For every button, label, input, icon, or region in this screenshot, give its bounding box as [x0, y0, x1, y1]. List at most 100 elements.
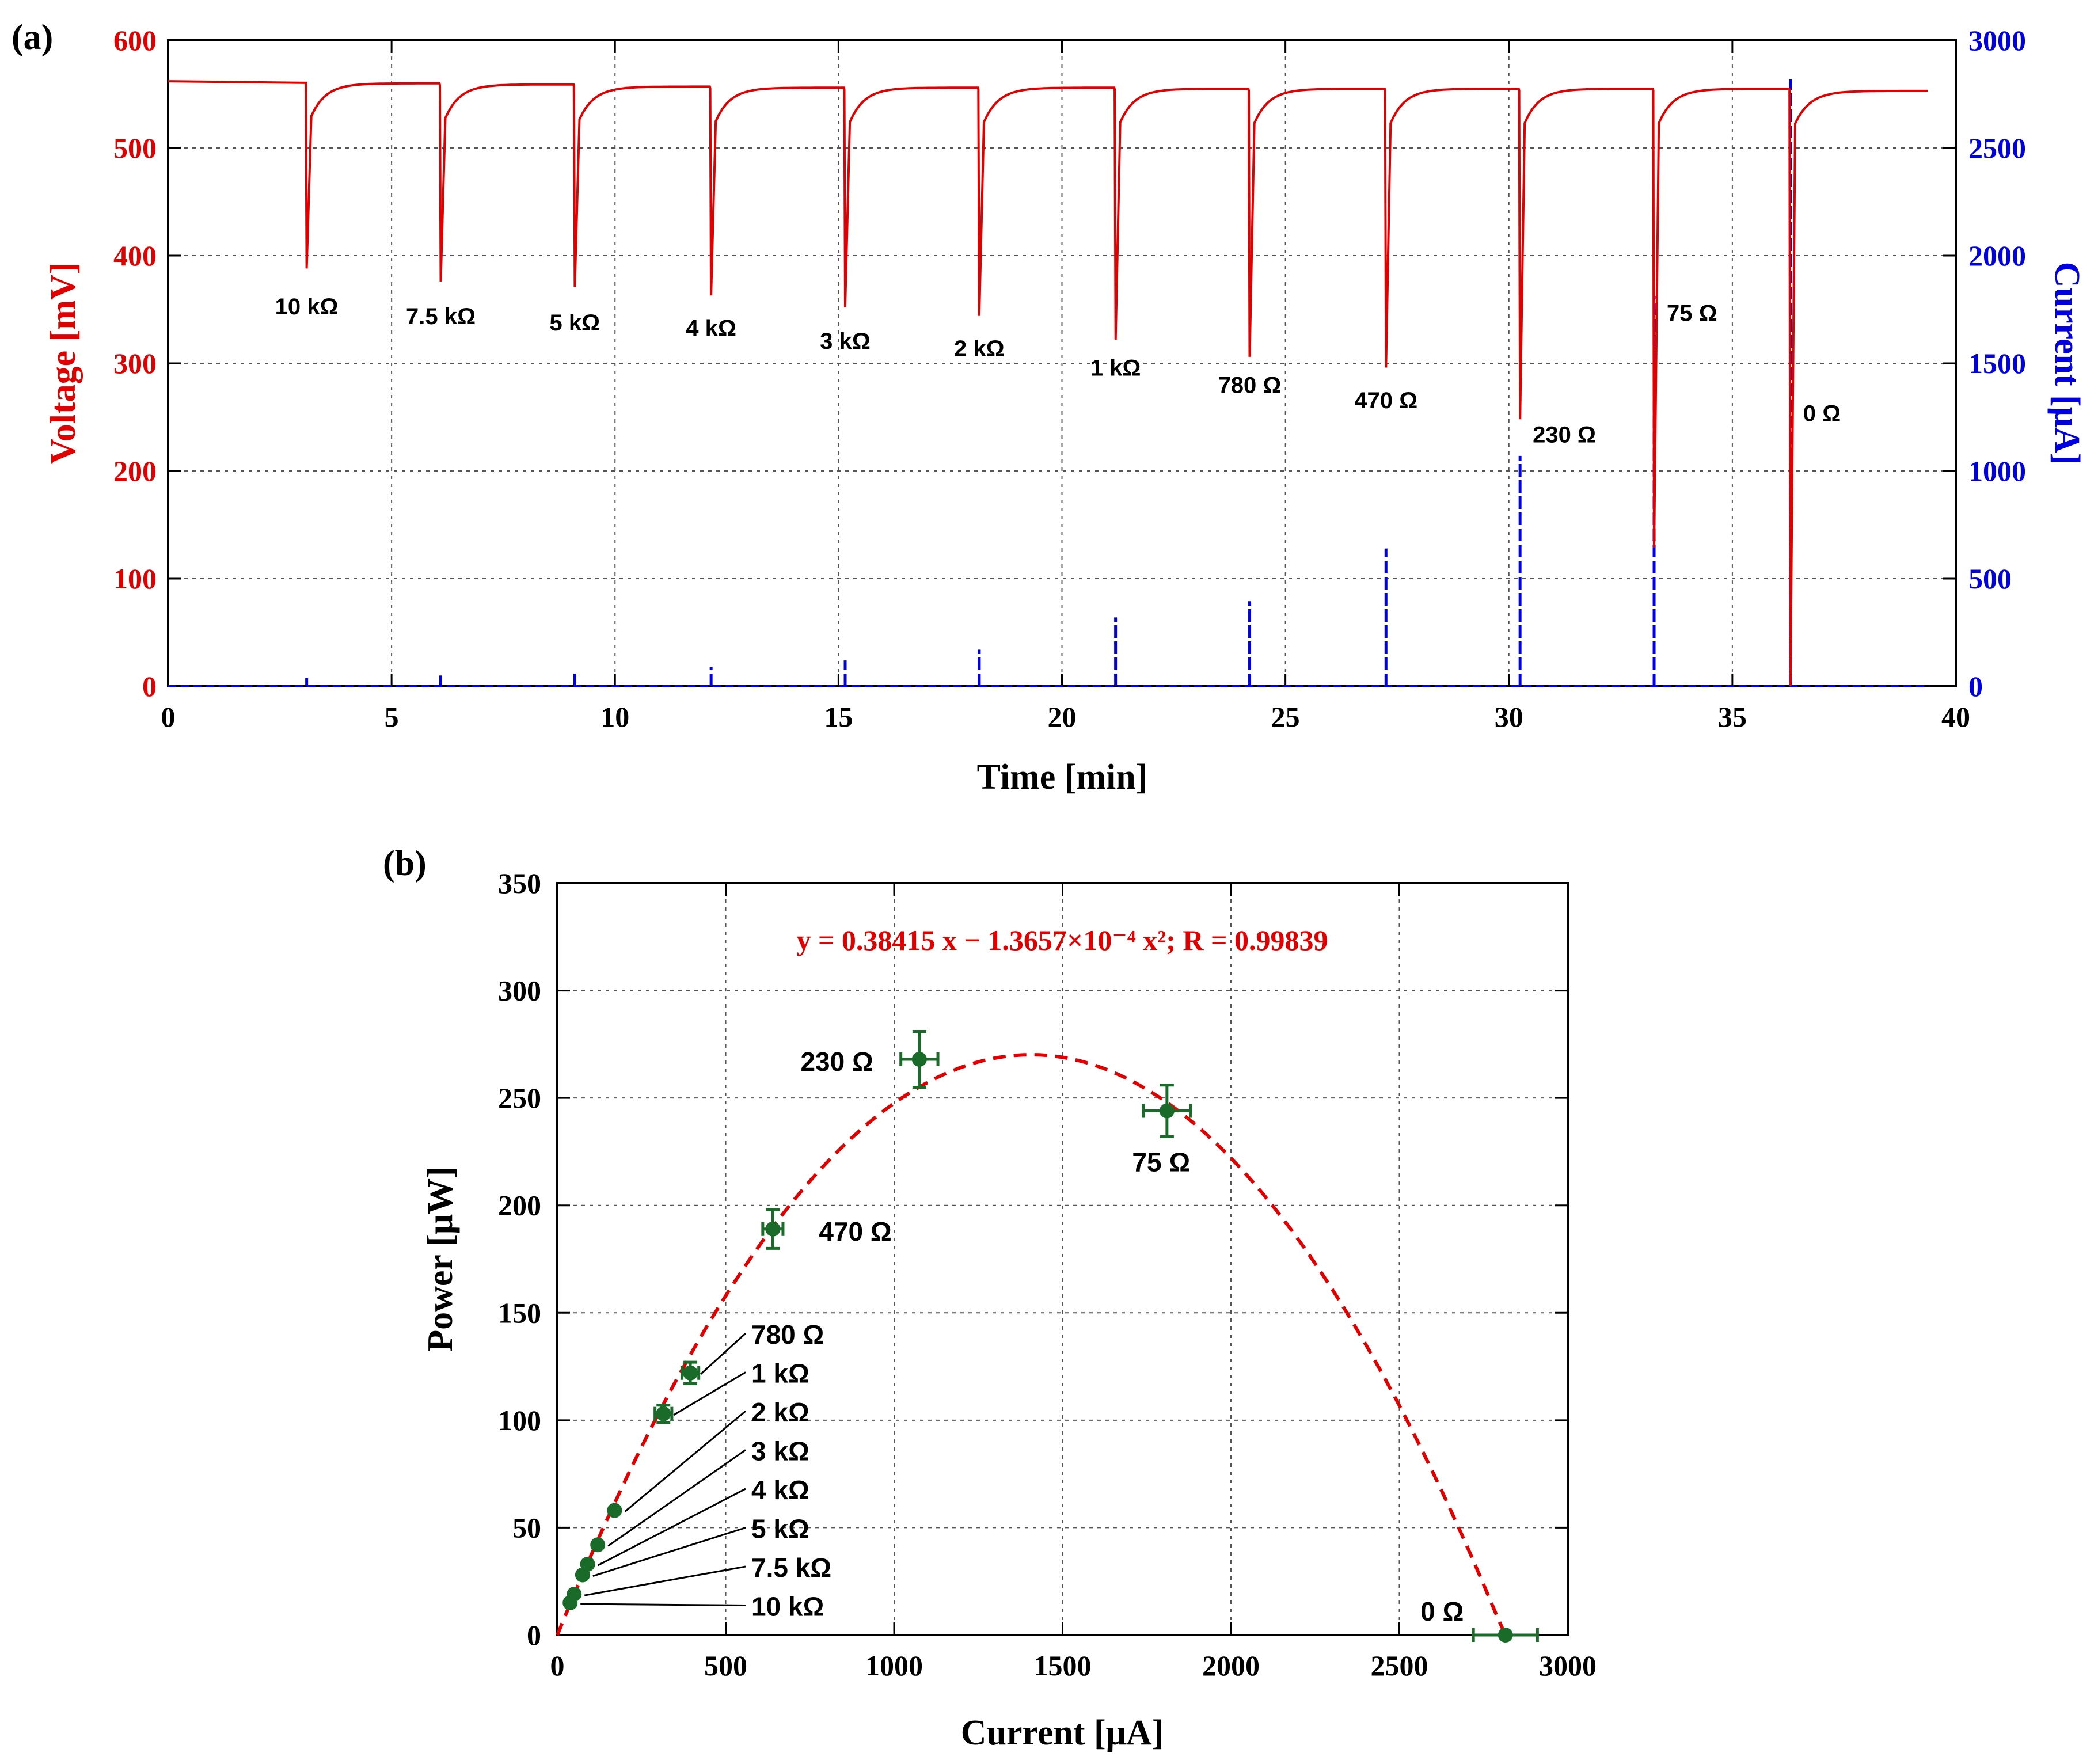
y-tick-label: 0 [527, 1619, 541, 1651]
current-tick-label: 2000 [1968, 239, 2026, 272]
leader-line [597, 1488, 746, 1567]
x-tick-label: 20 [1048, 701, 1077, 733]
resistor-annotation: 10 kΩ [275, 294, 339, 320]
data-point [656, 1406, 671, 1421]
current-tick-label: 1500 [1968, 347, 2026, 379]
current-tick-label: 3000 [1968, 24, 2026, 56]
resistor-annotation: 0 Ω [1803, 401, 1841, 426]
voltage-axis-label: Voltage [mV] [44, 263, 83, 465]
voltage-tick-label: 100 [113, 562, 157, 595]
data-point [567, 1587, 582, 1602]
voltage-tick-label: 0 [142, 670, 157, 702]
panel-a-grid [168, 40, 1956, 686]
panel-b-label: (b) [383, 844, 427, 883]
x-tick-label: 10 [600, 701, 629, 733]
current-series [168, 79, 1929, 687]
voltage-line [168, 80, 1928, 687]
voltage-tick-label: 500 [113, 132, 157, 164]
leader-label: 5 kΩ [751, 1514, 809, 1544]
voltage-series [168, 80, 1928, 687]
resistor-annotation: 5 kΩ [550, 310, 600, 336]
x-tick-label: 5 [385, 701, 399, 733]
leader-lines [580, 1332, 747, 1606]
fit-equation: y = 0.38415 x − 1.3657×10⁻⁴ x²; R = 0.99… [796, 924, 1328, 956]
leader-label: 2 kΩ [751, 1397, 809, 1427]
x-tick-label: 2500 [1371, 1649, 1428, 1682]
panel-b-grid [557, 883, 1568, 1635]
resistor-annotation: 75 Ω [1667, 301, 1717, 326]
resistor-annotation: 1 kΩ [1090, 356, 1141, 381]
leader-label: 10 kΩ [751, 1592, 824, 1622]
current-tick-label: 500 [1968, 562, 2012, 595]
voltage-tick-label: 300 [113, 347, 157, 379]
x-tick-label: 15 [824, 701, 853, 733]
data-point [683, 1365, 698, 1381]
x-tick-label: 3000 [1539, 1649, 1597, 1682]
x-tick-label: 40 [1941, 701, 1970, 733]
data-point [911, 1051, 927, 1067]
y-tick-label: 100 [498, 1404, 541, 1436]
current-axis-label: Current [μA] [2047, 262, 2086, 465]
leader-label: 3 kΩ [751, 1436, 809, 1466]
panel-a-label: (a) [12, 18, 53, 57]
leader-line [592, 1527, 746, 1577]
resistor-annotation: 7.5 kΩ [406, 304, 476, 329]
x-tick-label: 0 [550, 1649, 565, 1682]
panel-b-y-axis-label: Power [μW] [421, 1166, 460, 1352]
panel-b-x-axis-label: Current [μA] [961, 1713, 1164, 1752]
x-tick-label: 35 [1718, 701, 1747, 733]
y-tick-label: 200 [498, 1189, 541, 1222]
current-tick-label: 1000 [1968, 455, 2026, 487]
leader-label: 4 kΩ [751, 1475, 809, 1505]
data-point [607, 1503, 622, 1518]
panel-b-ticks: 0 500 1000 1500 2000 2500 3000 0 50 100 150 200 250 3… [498, 867, 1597, 1682]
leader-line [607, 1449, 746, 1547]
resistor-annotation: 2 kΩ [954, 336, 1005, 362]
panel-a-resistor-annotations: 10 kΩ 7.5 kΩ 5 kΩ 4 kΩ 3 kΩ 2 kΩ 1 kΩ 780 Ω 470 … [275, 294, 1841, 448]
voltage-tick-label: 200 [113, 455, 157, 487]
leader-label: 7.5 kΩ [751, 1553, 831, 1583]
voltage-tick-label: 400 [113, 239, 157, 272]
y-tick-label: 150 [498, 1297, 541, 1329]
leader-line [673, 1371, 746, 1416]
resistor-annotation: 3 kΩ [820, 329, 871, 354]
point-labels: 780 Ω 1 kΩ 2 kΩ 3 kΩ 4 kΩ 5 kΩ 7.5 kΩ 10 kΩ 230 … [751, 1047, 1464, 1626]
x-tick-label: 1500 [1034, 1649, 1092, 1682]
x-tick-label: 30 [1495, 701, 1523, 733]
data-point [765, 1221, 781, 1237]
data-point [580, 1556, 595, 1572]
leader-label: 1 kΩ [751, 1359, 809, 1389]
current-tick-label: 2500 [1968, 132, 2026, 164]
x-tick-label: 25 [1271, 701, 1300, 733]
x-tick-label: 0 [161, 701, 176, 733]
data-point [1159, 1103, 1175, 1119]
point-label: 75 Ω [1132, 1147, 1190, 1177]
leader-line [584, 1565, 746, 1596]
panel-b-power-current-chart: (b) 0 500 1000 1500 2000 2500 3000 0 50 100 150 200… [383, 844, 1597, 1752]
resistor-annotation: 4 kΩ [686, 316, 736, 341]
y-tick-label: 50 [512, 1511, 541, 1544]
panel-a-ticks: 0 5 10 15 20 25 30 35 40010020030040050060005001… [113, 24, 2026, 733]
point-label: 0 Ω [1420, 1596, 1464, 1626]
leader-label: 780 Ω [751, 1320, 824, 1349]
x-tick-label: 2000 [1202, 1649, 1260, 1682]
leader-line [624, 1410, 746, 1512]
panel-a-voltage-current-chart: (a) 0 5 10 15 20 25 30 35 4001002003004005006000… [12, 18, 2086, 797]
current-tick-label: 0 [1968, 670, 1983, 702]
voltage-tick-label: 600 [113, 24, 157, 56]
leader-line [580, 1603, 746, 1606]
data-points [562, 1029, 1539, 1643]
panel-a-x-axis-label: Time [min] [977, 758, 1148, 797]
data-point [1498, 1628, 1513, 1643]
y-tick-label: 300 [498, 975, 541, 1007]
fit-line [556, 1052, 1507, 1636]
resistor-annotation: 230 Ω [1533, 423, 1596, 448]
leader-line [700, 1332, 747, 1375]
fit-curve [556, 1052, 1507, 1636]
data-point [590, 1537, 606, 1553]
point-label: 230 Ω [800, 1047, 873, 1077]
x-tick-label: 500 [704, 1649, 747, 1682]
x-tick-label: 1000 [865, 1649, 923, 1682]
point-label: 470 Ω [819, 1216, 891, 1246]
